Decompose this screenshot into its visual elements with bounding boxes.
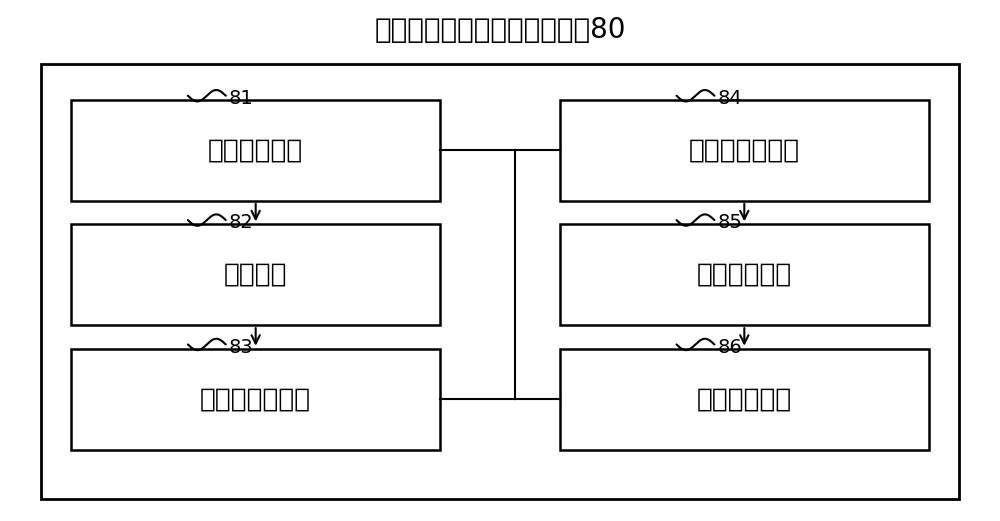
Text: 83: 83 — [229, 338, 254, 356]
Bar — [71, 349, 440, 450]
Text: 86: 86 — [717, 338, 742, 356]
Bar — [71, 100, 440, 201]
Bar — [41, 64, 959, 499]
Bar — [560, 224, 929, 325]
Bar — [560, 100, 929, 201]
Text: 资源释放单元: 资源释放单元 — [697, 386, 792, 412]
Bar — [71, 224, 440, 325]
Bar — [560, 349, 929, 450]
Text: 84: 84 — [717, 89, 742, 108]
Text: 请求筛选单元: 请求筛选单元 — [208, 138, 303, 164]
Text: 写请求发送短于: 写请求发送短于 — [200, 386, 311, 412]
Text: 85: 85 — [717, 213, 742, 232]
Text: 81: 81 — [229, 89, 254, 108]
Text: 82: 82 — [229, 213, 254, 232]
Text: 拆分单元: 拆分单元 — [224, 262, 287, 288]
Text: 写缓存分配单元: 写缓存分配单元 — [689, 138, 800, 164]
Text: 搬移请求单元: 搬移请求单元 — [697, 262, 792, 288]
Text: 固态硬盘写大块数据处理装置80: 固态硬盘写大块数据处理装置80 — [374, 16, 626, 44]
